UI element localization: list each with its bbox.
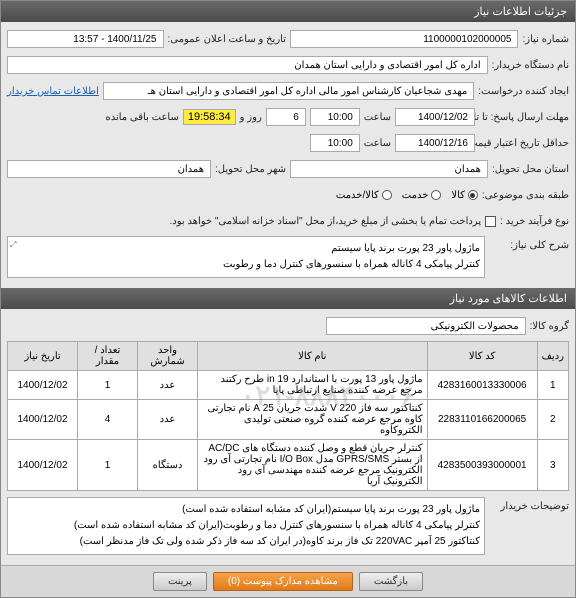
cell-unit: عدد <box>138 371 198 400</box>
desc-label: شرح کلی نیاز: <box>489 236 569 251</box>
col-date: تاریخ نیاز <box>8 342 78 371</box>
remaining-time: 19:58:34 <box>183 109 236 125</box>
city-value: همدان <box>7 160 211 178</box>
min-validity-time: 10:00 <box>310 134 360 152</box>
cell-qty: 4 <box>78 400 138 440</box>
table-row: 34283500393000001کنترلر جریان قطع و وصل … <box>8 440 569 491</box>
contact-link[interactable]: اطلاعات تماس خریدار <box>7 86 99 97</box>
deadline-label: مهلت ارسال پاسخ: تا تاریخ: <box>479 112 569 123</box>
items-table: ردیف کد کالا نام کالا واحد شمارش تعداد /… <box>7 341 569 491</box>
cell-date: 1400/12/02 <box>8 400 78 440</box>
main-panel: جزئیات اطلاعات نیاز شماره نیاز: 11000001… <box>0 0 576 598</box>
requester-value: مهدی شجاعیان کارشناس امور مالی اداره کل … <box>103 82 474 100</box>
announce-value: 1400/11/25 - 13:57 <box>7 30 164 48</box>
group-label: گروه کالا: <box>530 321 569 332</box>
buyer-value: اداره کل امور اقتصادی و دارایی استان همد… <box>7 56 488 74</box>
radio-both-label: کالا/خدمت <box>336 190 379 201</box>
cell-unit: دستگاه <box>138 440 198 491</box>
desc-line1: ماژول پاور 23 پورت برند پایا سیستم <box>12 241 480 257</box>
notes-box: ماژول پاور 23 پورت برند پایا سیستم(ایران… <box>7 497 485 555</box>
back-button[interactable]: بازگشت <box>359 572 423 591</box>
buyer-label: نام دستگاه خریدار: <box>492 60 569 71</box>
radio-service-label: خدمت <box>402 190 429 201</box>
cell-code: 4283500393000001 <box>427 440 537 491</box>
cell-name: کنتاکتور سه فاز 220 V شدت جریان 25 A نام… <box>198 400 428 440</box>
col-row: ردیف <box>537 342 568 371</box>
buy-type-label: نوع فرآیند خرید : <box>500 216 569 227</box>
min-validity-date: 1400/12/16 <box>395 134 475 152</box>
radio-both[interactable]: کالا/خدمت <box>336 190 392 201</box>
radio-service[interactable]: خدمت <box>402 190 442 201</box>
buy-type-text: پرداخت تمام یا بخشی از مبلغ خرید،از محل … <box>170 216 482 227</box>
cell-name: کنترلر جریان قطع و وصل کننده دستگاه های … <box>198 440 428 491</box>
announce-label: تاریخ و ساعت اعلان عمومی: <box>168 34 287 45</box>
days-unit: روز و <box>240 112 262 123</box>
deadline-time: 10:00 <box>310 108 360 126</box>
cell-date: 1400/12/02 <box>8 371 78 400</box>
resize-icon[interactable]: ⤢ <box>10 239 16 252</box>
radio-dot-icon <box>431 190 441 200</box>
info-section: شماره نیاز: 1100000102000005 تاریخ و ساع… <box>1 22 575 288</box>
group-value: محصولات الکترونیکی <box>326 317 526 335</box>
view-attachments-button[interactable]: مشاهده مدارک پیوست (0) <box>213 572 353 591</box>
cell-unit: عدد <box>138 400 198 440</box>
notes-line2: کنترلر پیامکی 4 کاناله همراه با سنسورهای… <box>12 518 480 534</box>
desc-line2: کنترلر پیامکی 4 کاناله همراه با سنسورهای… <box>12 257 480 273</box>
footer-buttons: بازگشت مشاهده مدارک پیوست (0) پرینت <box>1 565 575 597</box>
col-name: نام کالا <box>198 342 428 371</box>
remaining-label: ساعت باقی مانده <box>105 112 178 123</box>
days-left: 6 <box>266 108 306 126</box>
col-qty: تعداد / مقدار <box>78 342 138 371</box>
cell-code: 2283110166200065 <box>427 400 537 440</box>
category-radio-group: کالا خدمت کالا/خدمت <box>336 190 478 201</box>
col-unit: واحد شمارش <box>138 342 198 371</box>
time-label-1: ساعت <box>364 112 391 123</box>
cell-name: ماژول پاور 13 پورت با استاندارد 19 in طر… <box>198 371 428 400</box>
panel-title: جزئیات اطلاعات نیاز <box>1 1 575 22</box>
col-code: کد کالا <box>427 342 537 371</box>
cell-code: 4283160013330006 <box>427 371 537 400</box>
radio-goods-label: کالا <box>451 190 465 201</box>
requester-label: ایجاد کننده درخواست: <box>478 86 569 97</box>
buy-type-checkbox[interactable] <box>485 216 496 227</box>
table-row: 22283110166200065کنتاکتور سه فاز 220 V ش… <box>8 400 569 440</box>
deadline-date: 1400/12/02 <box>395 108 475 126</box>
province-value: همدان <box>290 160 488 178</box>
radio-dot-icon <box>468 190 478 200</box>
cell-qty: 1 <box>78 440 138 491</box>
city-label: شهر محل تحویل: <box>215 164 286 175</box>
items-section: ۰۲۱-۸۸۸۴۰۰۰۶ گروه کالا: محصولات الکترونی… <box>1 309 575 565</box>
notes-line3: کنتاکتور 25 آمپر 220VAC تک فاز برند کاوه… <box>12 534 480 550</box>
min-validity-label: حداقل تاریخ اعتبار قیمت: تا تاریخ: <box>479 138 569 149</box>
cell-n: 1 <box>537 371 568 400</box>
category-label: طبقه بندی موضوعی: <box>482 190 569 201</box>
table-row: 14283160013330006ماژول پاور 13 پورت با ا… <box>8 371 569 400</box>
cell-n: 2 <box>537 400 568 440</box>
notes-label: توضیحات خریدار <box>489 497 569 512</box>
radio-goods[interactable]: کالا <box>451 190 478 201</box>
print-button[interactable]: پرینت <box>153 572 207 591</box>
desc-box: ⤢ ماژول پاور 23 پورت برند پایا سیستم کنت… <box>7 236 485 278</box>
need-no-label: شماره نیاز: <box>522 34 569 45</box>
cell-n: 3 <box>537 440 568 491</box>
items-header: اطلاعات کالاهای مورد نیاز <box>1 288 575 309</box>
cell-date: 1400/12/02 <box>8 440 78 491</box>
cell-qty: 1 <box>78 371 138 400</box>
need-no-value: 1100000102000005 <box>290 30 518 48</box>
table-header-row: ردیف کد کالا نام کالا واحد شمارش تعداد /… <box>8 342 569 371</box>
province-label: استان محل تحویل: <box>492 164 569 175</box>
time-label-2: ساعت <box>364 138 391 149</box>
notes-line1: ماژول پاور 23 پورت برند پایا سیستم(ایران… <box>12 502 480 518</box>
radio-dot-icon <box>382 190 392 200</box>
